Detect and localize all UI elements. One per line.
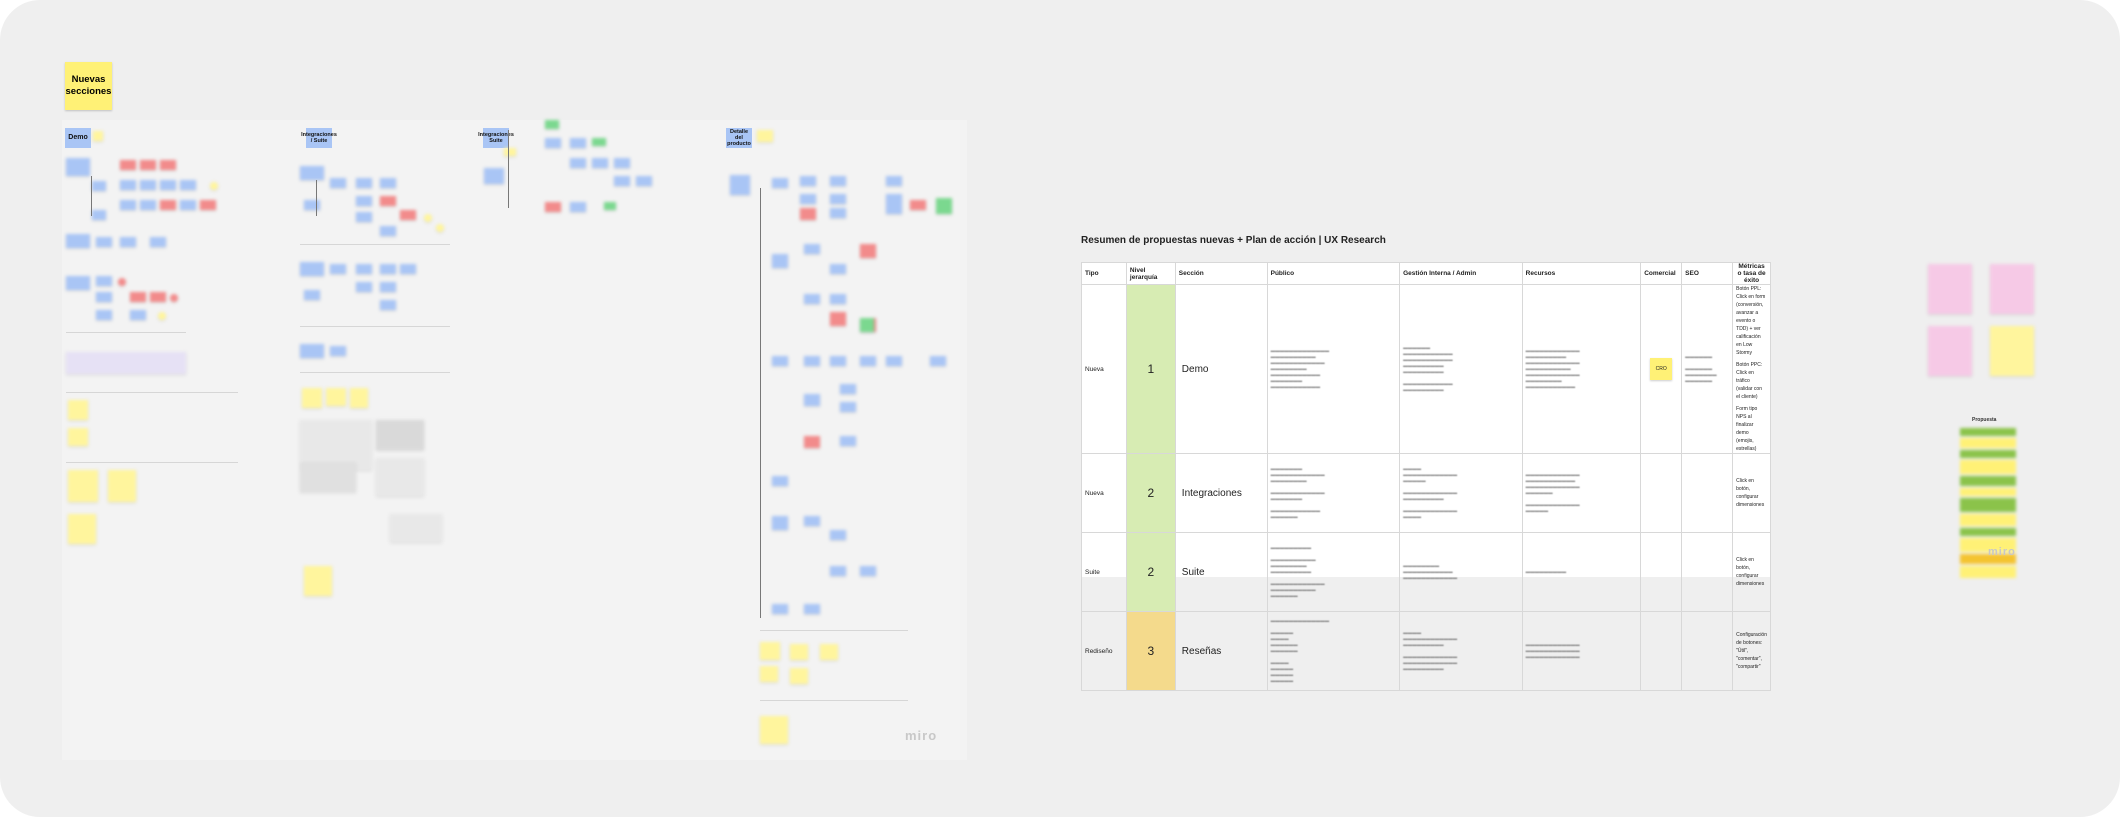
propuesta-label: Propuesta — [1972, 417, 1997, 423]
nivel-cell: 3 — [1125, 611, 1176, 691]
metric-line: Botón PPC: Click en tráfico (validar con… — [1736, 362, 1763, 400]
comercial-cell — [1640, 453, 1683, 533]
section-label-integraciones-suite[interactable]: Integraciones Suite — [478, 128, 514, 148]
comercial-cell — [1640, 611, 1683, 691]
table-row: Nueva 2 Integraciones ▬▬▬▬▬▬▬ ▬▬▬▬▬▬▬▬▬▬▬… — [1081, 453, 1771, 533]
metric-line: Click en botón, configurar dimensiones — [1736, 557, 1765, 587]
table-header: Métricas o tasa de éxito — [1732, 262, 1771, 285]
comercial-cell: CRO — [1640, 284, 1683, 454]
publico-cell: ▬▬▬▬▬▬▬▬▬▬▬▬▬▬▬▬▬▬▬▬▬▬▬▬▬▬▬▬▬▬▬▬▬▬▬▬▬▬▬▬… — [1266, 611, 1401, 691]
comercial-sticky[interactable]: CRO — [1650, 358, 1673, 380]
publico-cell: ▬▬▬▬▬▬▬▬▬▬▬▬▬▬▬▬▬▬▬▬▬▬▬▬▬▬▬▬▬▬▬▬▬▬▬▬▬▬▬▬… — [1266, 453, 1401, 533]
seccion-cell: Suite — [1174, 532, 1268, 612]
recursos-cell: ▬▬▬▬▬▬▬▬▬▬▬▬▬▬▬▬▬▬▬▬▬▬▬▬▬▬▬▬▬▬▬▬▬▬▬▬▬▬▬▬… — [1521, 453, 1642, 533]
propuesta-frame[interactable] — [1960, 426, 2016, 586]
metric-line: Configuración de botones: "Útil", "comen… — [1736, 632, 1767, 670]
seccion-cell: Demo — [1174, 284, 1268, 454]
miro-watermark-right: miro — [1988, 546, 2016, 558]
table-row: Rediseño 3 Reseñas ▬▬▬▬▬▬▬▬▬▬▬▬▬ ▬▬▬▬▬ ▬▬▬… — [1081, 611, 1771, 691]
gestion-cell: ▬▬▬▬▬▬▬▬ ▬▬▬▬▬▬▬▬▬▬▬ ▬▬▬▬▬▬▬▬▬▬▬▬ — [1399, 532, 1523, 612]
tipo-cell: Rediseño — [1081, 611, 1127, 691]
summary-table: Tipo Nivel jerarquía Sección Público Ges… — [1081, 262, 1771, 691]
table-header: Gestión Interna / Admin — [1399, 262, 1523, 285]
nivel-cell: 2 — [1125, 532, 1176, 612]
table-header: Nivel jerarquía — [1125, 262, 1176, 285]
gestion-cell: ▬▬▬▬▬▬▬▬▬▬▬▬▬▬▬▬▬▬▬▬▬▬▬▬▬▬▬▬▬▬▬▬▬▬▬▬▬▬▬▬… — [1399, 611, 1523, 691]
table-header: SEO — [1681, 262, 1734, 285]
seccion-cell: Reseñas — [1174, 611, 1268, 691]
metric-line: Form tipo NPS al finalizar demo (emojis,… — [1736, 406, 1758, 452]
comercial-cell — [1640, 532, 1683, 612]
section-label-detalle[interactable]: Detalle del producto — [726, 128, 752, 148]
metricas-cell: Configuración de botones: "Útil", "comen… — [1732, 611, 1771, 691]
tipo-cell: Nueva — [1081, 284, 1127, 454]
metricas-cell: Click en botón, configurar dimensiones — [1732, 532, 1771, 612]
seo-cell — [1681, 611, 1734, 691]
table-row: Nueva 1 Demo ▬▬▬▬▬▬▬▬▬▬▬▬▬ ▬▬▬▬▬▬▬▬▬▬ ▬▬▬▬… — [1081, 284, 1771, 454]
metricas-cell: Botón PPL: Click en form (conversión, av… — [1732, 284, 1771, 454]
tipo-cell: Nueva — [1081, 453, 1127, 533]
seccion-cell: Integraciones — [1174, 453, 1268, 533]
publico-cell: ▬▬▬▬▬▬▬▬▬▬▬▬▬▬▬▬▬▬▬▬▬▬▬▬▬▬▬▬▬▬▬▬▬▬▬▬▬▬▬▬… — [1266, 532, 1401, 612]
recursos-cell: ▬▬▬▬▬▬▬▬▬ — [1521, 532, 1642, 612]
gestion-cell: ▬▬▬▬▬▬▬▬▬▬▬▬▬▬▬▬▬▬▬▬▬▬▬▬▬▬▬▬▬▬▬▬▬▬▬▬▬▬▬▬… — [1399, 284, 1523, 454]
miro-watermark-left: miro — [905, 728, 938, 743]
seo-cell — [1681, 453, 1734, 533]
seo-cell — [1681, 532, 1734, 612]
section-label-demo[interactable]: Demo — [65, 128, 91, 148]
table-header: Comercial — [1640, 262, 1683, 285]
recursos-cell: ▬▬▬▬▬▬▬▬▬▬▬▬▬▬▬▬▬▬▬▬▬▬▬▬▬▬▬▬▬▬▬▬▬▬▬▬▬▬▬▬… — [1521, 284, 1642, 454]
table-header: Público — [1266, 262, 1401, 285]
seo-cell: ▬▬▬▬▬▬ ▬▬▬▬▬▬ ▬▬▬▬▬▬▬ ▬▬▬▬▬▬ — [1681, 284, 1734, 454]
table-header: Sección — [1174, 262, 1268, 285]
publico-cell: ▬▬▬▬▬▬▬▬▬▬▬▬▬▬▬▬▬▬▬▬▬▬▬▬▬▬▬▬▬▬▬▬▬▬▬▬▬▬▬▬… — [1266, 284, 1401, 454]
metricas-cell: Click en botón, configurar dimensiones — [1732, 453, 1771, 533]
table-header: Tipo — [1081, 262, 1127, 285]
nivel-cell: 2 — [1125, 453, 1176, 533]
gestion-cell: ▬▬▬▬▬▬▬▬▬▬▬▬▬▬▬▬▬▬▬▬▬▬▬▬▬▬▬▬▬▬▬▬▬▬▬▬▬▬▬▬… — [1399, 453, 1523, 533]
table-header: Recursos — [1521, 262, 1642, 285]
summary-title: Resumen de propuestas nuevas + Plan de a… — [1081, 235, 1386, 246]
section-label-integraciones[interactable]: Integraciones / Suite — [301, 128, 337, 148]
tipo-cell: Suite — [1081, 532, 1127, 612]
nivel-cell: 1 — [1125, 284, 1176, 454]
metric-line: Click en botón, configurar dimensiones — [1736, 478, 1765, 508]
table-row: Suite 2 Suite ▬▬▬▬▬▬▬▬▬ ▬▬▬▬▬▬▬▬▬▬ ▬▬▬▬▬▬▬… — [1081, 532, 1771, 612]
metric-line: Botón PPL: Click en form (conversión, av… — [1736, 286, 1766, 356]
title-note[interactable]: Nuevas secciones — [65, 62, 112, 110]
recursos-cell: ▬▬▬▬▬▬▬▬▬▬▬▬ ▬▬▬▬▬▬▬▬▬▬▬▬ ▬▬▬▬▬▬▬▬▬▬▬▬ — [1521, 611, 1642, 691]
